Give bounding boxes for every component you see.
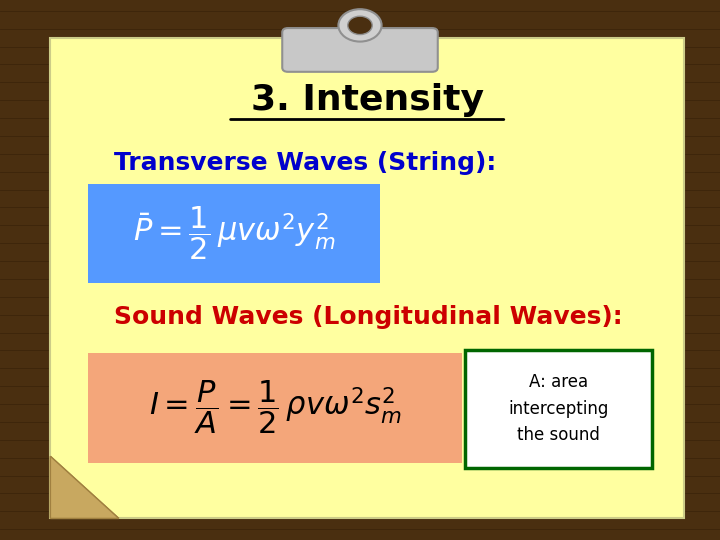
FancyBboxPatch shape [465,350,652,468]
Text: $I = \dfrac{P}{A} = \dfrac{1}{2}\, \rho v \omega^2 s_m^2$: $I = \dfrac{P}{A} = \dfrac{1}{2}\, \rho … [149,378,402,436]
Text: A: area
intercepting
the sound: A: area intercepting the sound [508,374,608,444]
FancyBboxPatch shape [89,353,462,463]
Text: $\bar{P} = \dfrac{1}{2}\, \mu v \omega^2 y_m^2$: $\bar{P} = \dfrac{1}{2}\, \mu v \omega^2… [133,205,336,262]
Text: 3. Intensity: 3. Intensity [251,83,484,117]
FancyBboxPatch shape [89,184,380,283]
Text: Sound Waves (Longitudinal Waves):: Sound Waves (Longitudinal Waves): [114,305,622,328]
Text: Transverse Waves (String):: Transverse Waves (String): [114,151,496,175]
